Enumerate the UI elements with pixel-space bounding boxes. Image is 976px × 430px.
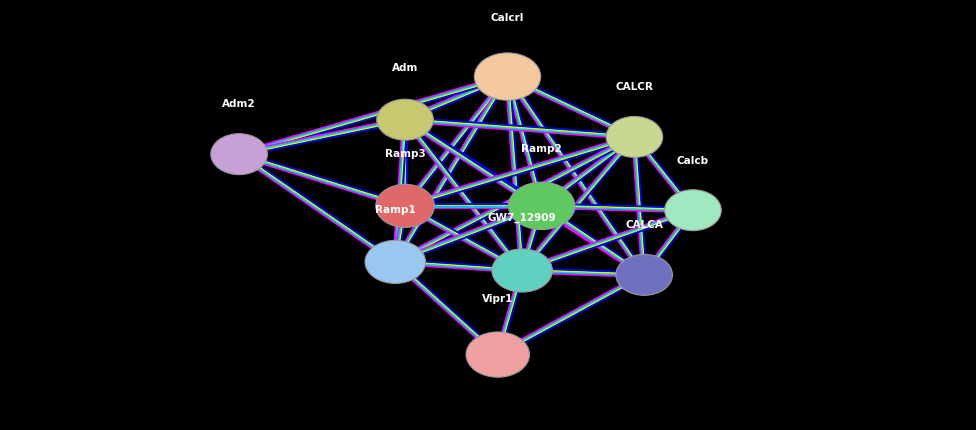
Ellipse shape: [606, 117, 663, 158]
Text: Calcb: Calcb: [677, 155, 709, 165]
Text: Calcrl: Calcrl: [491, 13, 524, 23]
Ellipse shape: [365, 241, 426, 284]
Ellipse shape: [492, 249, 552, 292]
Text: Adm: Adm: [391, 63, 419, 74]
Ellipse shape: [211, 134, 267, 175]
Text: Ramp1: Ramp1: [375, 204, 416, 214]
Text: CALCA: CALCA: [626, 220, 663, 230]
Ellipse shape: [665, 190, 721, 231]
Text: Ramp3: Ramp3: [385, 148, 426, 158]
Text: Ramp2: Ramp2: [521, 144, 562, 154]
Ellipse shape: [474, 54, 541, 101]
Text: Vipr1: Vipr1: [482, 293, 513, 303]
Text: CALCR: CALCR: [616, 82, 653, 92]
Ellipse shape: [508, 183, 575, 230]
Ellipse shape: [377, 100, 433, 141]
Text: GW7_12909: GW7_12909: [488, 212, 556, 223]
Ellipse shape: [467, 332, 530, 378]
Text: Adm2: Adm2: [223, 98, 256, 108]
Ellipse shape: [616, 255, 672, 296]
Ellipse shape: [376, 185, 434, 228]
